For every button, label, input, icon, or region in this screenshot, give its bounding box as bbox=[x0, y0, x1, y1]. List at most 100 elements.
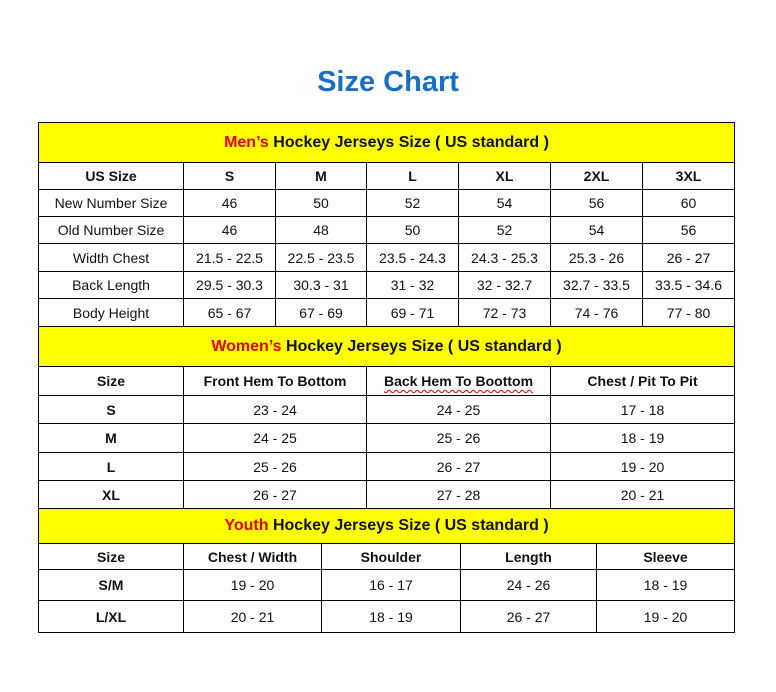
row-label: Body Height bbox=[38, 298, 184, 327]
column-header: 2XL bbox=[550, 162, 643, 190]
table-cell: 19 - 20 bbox=[183, 569, 322, 601]
table-cell: 46 bbox=[183, 189, 276, 217]
section-title-text: Hockey Jerseys Size ( US standard ) bbox=[268, 133, 549, 151]
column-header-label: 3XL bbox=[675, 168, 702, 184]
table-cell: 46 bbox=[183, 216, 276, 244]
table-cell: 25.3 - 26 bbox=[550, 243, 643, 272]
table-cell: 52 bbox=[458, 216, 551, 244]
table-cell: 54 bbox=[458, 189, 551, 217]
table-cell: 72 - 73 bbox=[458, 298, 551, 327]
column-header-label: S bbox=[224, 168, 235, 184]
column-header-label: L bbox=[408, 168, 417, 184]
column-header: Sleeve bbox=[595, 543, 736, 570]
column-header: S bbox=[183, 162, 276, 190]
table-cell: 27 - 28 bbox=[366, 480, 551, 509]
table-cell: 52 bbox=[366, 189, 459, 217]
table-cell: 25 - 26 bbox=[366, 423, 551, 453]
table-cell: 23.5 - 24.3 bbox=[366, 243, 459, 272]
table-cell: 48 bbox=[275, 216, 367, 244]
column-header: US Size bbox=[38, 162, 184, 190]
column-header-label: Shoulder bbox=[360, 548, 422, 565]
table-row: Back Length 29.5 - 30.3 30.3 - 31 31 - 32 32… bbox=[38, 271, 736, 299]
column-header: XL bbox=[458, 162, 551, 190]
table-cell: 24.3 - 25.3 bbox=[458, 243, 551, 272]
header-row: Size Front Hem To Bottom Back Hem To Boott… bbox=[38, 366, 736, 396]
column-header: Chest / Width bbox=[183, 543, 322, 570]
table-cell: 33.5 - 34.6 bbox=[641, 271, 736, 299]
youth-size-table: Youth Hockey Jerseys Size ( US standard … bbox=[37, 508, 736, 633]
table-row: S 23 - 24 24 - 25 17 - 18 bbox=[38, 395, 736, 424]
table-cell: 24 - 25 bbox=[366, 395, 551, 424]
column-header: 3XL bbox=[641, 162, 736, 190]
row-label: XL bbox=[38, 480, 184, 509]
column-header: Size bbox=[38, 366, 184, 396]
column-header-label: Length bbox=[505, 548, 552, 565]
table-cell: 18 - 19 bbox=[595, 569, 736, 601]
table-cell: 32 - 32.7 bbox=[458, 271, 551, 299]
row-label: S bbox=[38, 395, 184, 424]
column-header-label: M bbox=[315, 168, 327, 184]
table-row: Old Number Size 46 48 50 52 54 56 bbox=[38, 216, 736, 244]
section-title: Men’s Hockey Jerseys Size ( US standard … bbox=[37, 122, 736, 163]
table-row: Body Height 65 - 67 67 - 69 69 - 71 72 - 73 7… bbox=[38, 298, 736, 327]
table-cell: 26 - 27 bbox=[366, 452, 551, 481]
column-header: M bbox=[275, 162, 367, 190]
section-title-highlight: Youth bbox=[224, 517, 269, 534]
section-title-highlight: Women’s bbox=[211, 337, 282, 355]
table-cell: 65 - 67 bbox=[183, 298, 276, 327]
row-label: Width Chest bbox=[38, 243, 184, 272]
table-cell: 20 - 21 bbox=[183, 600, 322, 633]
table-cell: 26 - 27 bbox=[460, 600, 597, 633]
column-header: Front Hem To Bottom bbox=[183, 366, 367, 396]
table-cell: 74 - 76 bbox=[550, 298, 643, 327]
table-row: M 24 - 25 25 - 26 18 - 19 bbox=[38, 423, 736, 453]
table-cell: 30.3 - 31 bbox=[275, 271, 367, 299]
section-title: Youth Hockey Jerseys Size ( US standard … bbox=[37, 508, 736, 544]
header-row: US Size S M L XL 2XL 3XL bbox=[38, 162, 736, 190]
column-header-label: Chest / Pit To Pit bbox=[587, 373, 698, 389]
column-header-label: Sleeve bbox=[643, 548, 688, 565]
section-title: Women’s Hockey Jerseys Size ( US standar… bbox=[37, 326, 736, 367]
table-cell: 56 bbox=[641, 216, 736, 244]
table-cell: 20 - 21 bbox=[549, 480, 736, 509]
column-header-label: Back Hem To Boottom bbox=[383, 373, 534, 389]
column-header: Back Hem To Boottom bbox=[366, 366, 551, 396]
table-cell: 56 bbox=[550, 189, 643, 217]
table-cell: 16 - 17 bbox=[321, 569, 461, 601]
table-cell: 67 - 69 bbox=[275, 298, 367, 327]
table-row: Width Chest 21.5 - 22.5 22.5 - 23.5 23.5 - … bbox=[38, 243, 736, 272]
table-cell: 77 - 80 bbox=[641, 298, 736, 327]
table-cell: 24 - 26 bbox=[460, 569, 597, 601]
table-cell: 26 - 27 bbox=[641, 243, 736, 272]
table-cell: 31 - 32 bbox=[366, 271, 459, 299]
table-cell: 19 - 20 bbox=[549, 452, 736, 481]
column-header-label: US Size bbox=[85, 168, 137, 184]
table-cell: 54 bbox=[550, 216, 643, 244]
row-label: S/M bbox=[38, 569, 184, 601]
table-cell: 32.7 - 33.5 bbox=[550, 271, 643, 299]
table-cell: 60 bbox=[641, 189, 736, 217]
table-cell: 23 - 24 bbox=[183, 395, 367, 424]
table-row: L/XL 20 - 21 18 - 19 26 - 27 19 - 20 bbox=[38, 600, 736, 633]
column-header-label: 2XL bbox=[583, 168, 610, 184]
row-label: L/XL bbox=[38, 600, 184, 633]
table-row: XL 26 - 27 27 - 28 20 - 21 bbox=[38, 480, 736, 509]
table-cell: 69 - 71 bbox=[366, 298, 459, 327]
mens-size-table: Men’s Hockey Jerseys Size ( US standard … bbox=[37, 122, 736, 327]
table-row: New Number Size 46 50 52 54 56 60 bbox=[38, 189, 736, 217]
page-title: Size Chart bbox=[317, 66, 459, 98]
womens-size-table: Women’s Hockey Jerseys Size ( US standar… bbox=[37, 326, 736, 509]
table-cell: 26 - 27 bbox=[183, 480, 367, 509]
table-cell: 50 bbox=[366, 216, 459, 244]
column-header: Length bbox=[460, 543, 597, 570]
row-label: L bbox=[38, 452, 184, 481]
column-header-label: Chest / Width bbox=[207, 548, 298, 565]
table-cell: 18 - 19 bbox=[321, 600, 461, 633]
table-row: L 25 - 26 26 - 27 19 - 20 bbox=[38, 452, 736, 481]
header-row: Size Chest / Width Shoulder Length Sleeve bbox=[38, 543, 736, 570]
column-header: Chest / Pit To Pit bbox=[549, 366, 736, 396]
column-header-label: Size bbox=[96, 548, 125, 565]
section-title-highlight: Men’s bbox=[224, 133, 269, 151]
column-header: Shoulder bbox=[321, 543, 461, 570]
column-header-label: Size bbox=[96, 373, 125, 389]
